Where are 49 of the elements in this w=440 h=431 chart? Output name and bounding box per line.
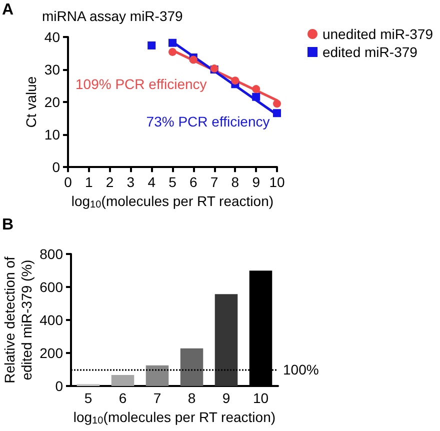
y-tick-label: 800	[40, 246, 64, 262]
chart-title: miRNA assay miR-379	[42, 8, 184, 24]
x-tick-label: 9	[222, 390, 230, 406]
y-tick-label: 200	[40, 345, 64, 361]
x-tick-label: 8	[188, 390, 196, 406]
point	[189, 56, 198, 64]
bar	[180, 348, 204, 386]
y-tick-label: 600	[40, 279, 64, 295]
x-tick-label: 6	[190, 174, 198, 190]
text: A	[2, 2, 14, 18]
point	[148, 41, 156, 50]
point	[273, 100, 281, 108]
x-tick-label: 7	[153, 390, 162, 406]
x-tick-label: 10	[269, 174, 285, 190]
y-tick-label: 40	[44, 29, 60, 45]
annotation: 73% PCR efficiency	[146, 114, 270, 130]
point	[168, 48, 176, 56]
annotation: 109% PCR efficiency	[76, 76, 207, 92]
x-tick-label: 6	[118, 390, 127, 406]
x-tick-label: 9	[252, 174, 260, 190]
x-tick-label: 1	[85, 174, 93, 190]
x-tick-label: 8	[231, 174, 240, 190]
point	[168, 38, 176, 47]
bar	[146, 365, 169, 386]
y-tick-label: 30	[44, 62, 60, 78]
y-tick-label: 10	[44, 126, 60, 143]
legend-label: unedited miR-379	[322, 26, 434, 42]
bar	[214, 294, 238, 386]
point	[252, 92, 260, 101]
y-axis-title: Relative detection of edited miR-379 (%)	[2, 256, 34, 384]
point	[231, 76, 240, 85]
x-tick-label: 10	[252, 390, 269, 406]
bar	[111, 374, 134, 386]
legend-label: edited miR-379	[322, 44, 418, 60]
x-tick-label: 5	[84, 390, 92, 406]
point	[252, 85, 260, 94]
y-tick-label: 0	[55, 378, 64, 394]
x-tick-label: 2	[106, 174, 114, 190]
y-tick-label: 20	[44, 94, 60, 110]
x-tick-label: 4	[148, 174, 156, 190]
point	[273, 109, 281, 118]
x-tick-label: 7	[210, 174, 218, 190]
x-tick-label: 3	[126, 174, 135, 190]
y-tick-label: 400	[40, 312, 64, 328]
text: B	[2, 216, 14, 234]
ref-line-label: 100%	[283, 362, 319, 378]
y-tick-label: 0	[52, 159, 60, 176]
x-tick-label: 5	[168, 174, 177, 190]
y-axis-title: Ct value	[23, 76, 39, 128]
